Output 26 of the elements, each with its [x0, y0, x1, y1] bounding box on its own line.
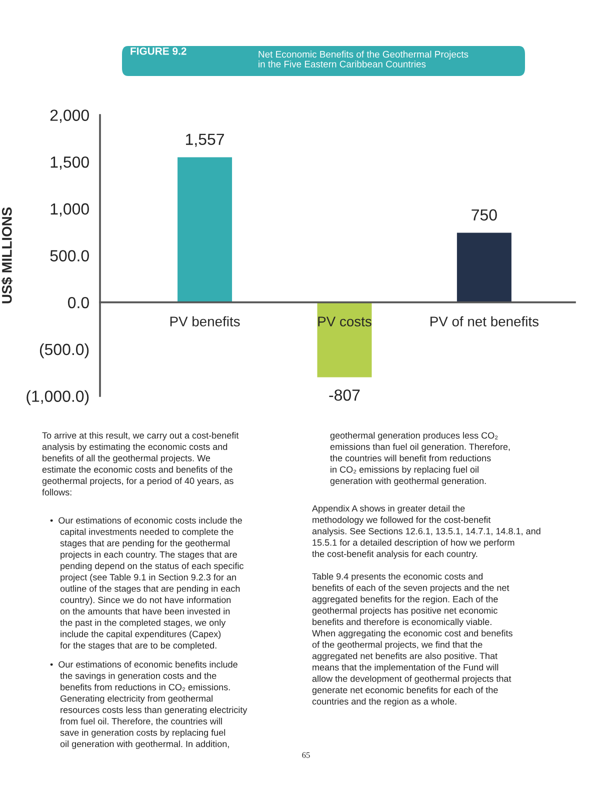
text: • Our estimations of economic costs include the capital investments needed to complete the stages that are pending for the geothermal projects in each country. The stages that are pending depend on the status of each specific project (see Table 9.1 in Section 9.2.3 for an outline of the stages that are pending in each country). Since we do not have information on the amounts that have been invested in the past in the completed stages, we only include the capital expenditures (Capex) for the stages that are to be completed. [50, 517, 244, 650]
y-tick-label: 500.0 [50, 250, 89, 262]
text: • Our estimations of economic benefits include the savings in generation costs and the benefits from reductions in CO₂ emissions. Generating electricity from geothermal resources costs less than generating electricity from fuel oil. Therefore, the countries will save in generation costs by replacing fuel oil generation with geothermal. In addition, [50, 661, 248, 749]
bar [176, 156, 234, 304]
text: Table 9.4 presents the economic costs and benefits of each of the seven projects and the net aggregated benefits for the region. Each of the geothermal projects has positive net economic benefits and therefore is economically viable. When aggregating the economic cost and benefits of the geothermal projects, we find that the aggregated net benefits are also positive. That means that the implementation of the Fund will allow the development of geothermal projects that generate net economic benefits for each of the countries and the region as a whole. [312, 573, 512, 706]
text: Appendix A shows in greater detail the methodology we followed for the cost-benefit analysis. See Sections 12.6.1, 13.5.1, 14.7.1, 14.8.1, and 15.5.1 for a detailed description of how we perform the cost-benefit analysis for each country. [312, 505, 540, 559]
bar [316, 302, 374, 379]
y-tick-label: 1,000 [50, 203, 89, 216]
y-tick-label: 0.0 [68, 296, 89, 308]
chart-title: Net Economic Benefits of the Geothermal Projects in the Five Eastern Caribbean Countries [258, 50, 468, 68]
text: To arrive at this result, we carry out a cost-benefit analysis by estimating the economic costs and benefits of all the geothermal projects. We estimate the economic costs and benefits of the geothermal projects, for a period of 40 years, as follows: [42, 432, 239, 496]
text: geothermal generation produces less CO₂ emissions than fuel oil generation. Therefore, the countries will benefit from reductions in CO₂ emissions by replacing fuel oil generation with geothermal generation. [330, 432, 510, 486]
y-tick-label: 1,500 [50, 156, 89, 170]
x-tick-label: PV costs [318, 316, 372, 326]
y-tick-label: (500.0) [40, 343, 89, 358]
chart-subtitle: FIGURE 9.2 [130, 47, 186, 55]
y-axis-title: US$ MILLIONS [1, 207, 13, 304]
data-label: -807 [329, 389, 360, 401]
bar [456, 231, 513, 304]
text: 65 [302, 752, 310, 758]
data-label: 750 [472, 209, 497, 221]
data-label: 1,557 [186, 134, 224, 147]
x-tick-label: PV of net benefits [430, 316, 539, 326]
x-tick-label: PV benefits [170, 316, 240, 326]
y-tick-label: (1,000.0) [26, 390, 89, 406]
y-tick-label: 2,000 [50, 110, 89, 123]
